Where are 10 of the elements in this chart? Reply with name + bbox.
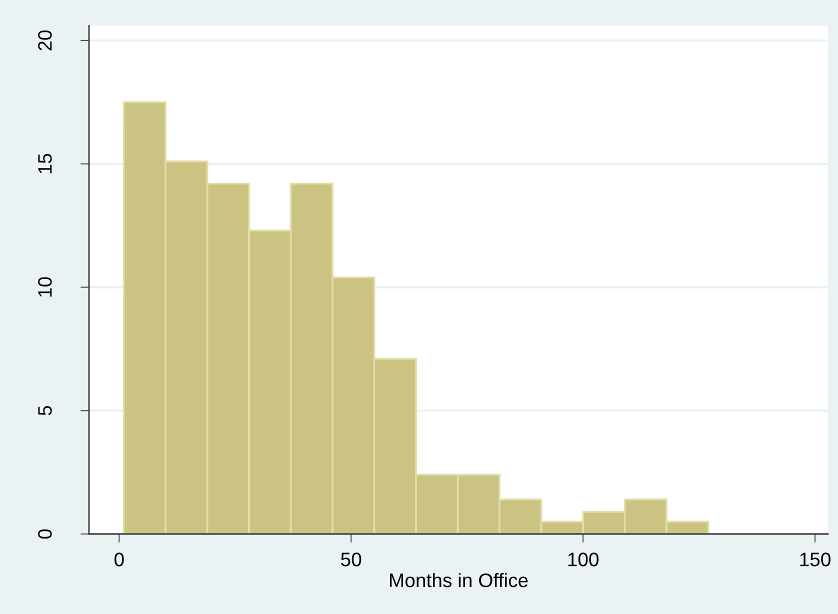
- x-axis-title: Months in Office: [390, 572, 528, 588]
- x-tick-label: 0: [114, 552, 124, 566]
- y-tick-label: 10: [38, 277, 52, 297]
- x-tick-label: 150: [800, 552, 830, 566]
- y-tick-label: 5: [38, 406, 52, 416]
- y-tick-label: 20: [38, 30, 52, 50]
- y-tick-label: 15: [38, 154, 52, 174]
- x-tick-label: 100: [568, 552, 599, 566]
- x-tick-label: 50: [341, 552, 362, 566]
- y-tick-label: 0: [38, 529, 52, 539]
